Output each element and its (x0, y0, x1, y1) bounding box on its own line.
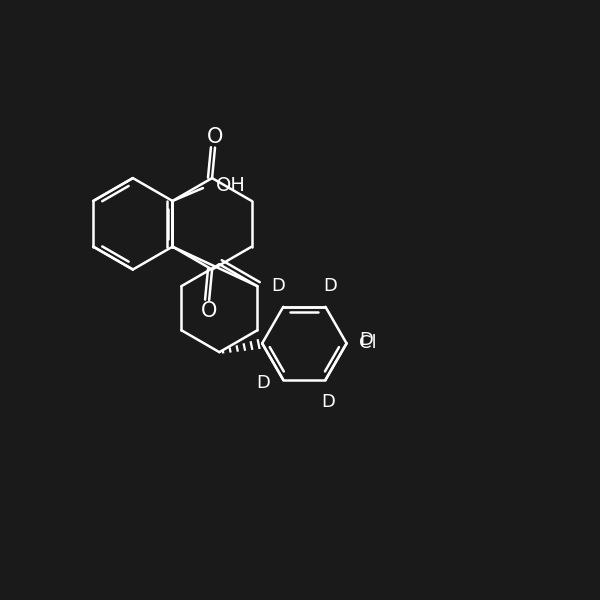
Text: O: O (201, 301, 217, 320)
Text: D: D (272, 277, 286, 295)
Text: Cl: Cl (359, 334, 377, 352)
Text: O: O (207, 127, 223, 147)
Text: D: D (359, 331, 373, 349)
Text: D: D (323, 277, 337, 295)
Text: D: D (256, 374, 271, 392)
Text: OH: OH (216, 176, 246, 194)
Text: D: D (322, 393, 335, 411)
